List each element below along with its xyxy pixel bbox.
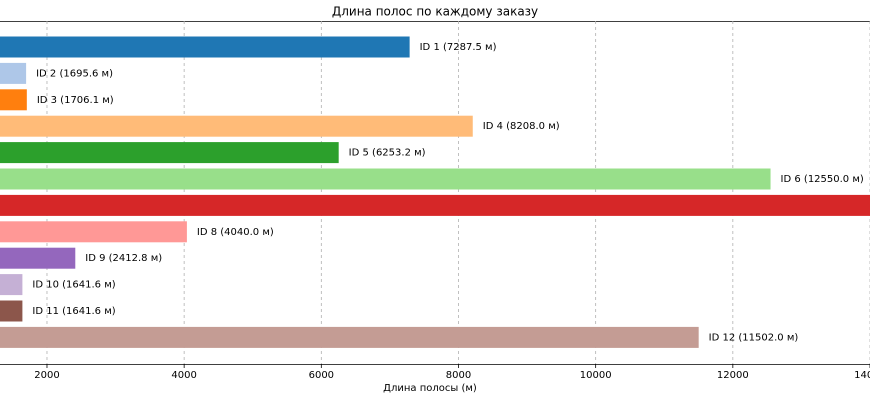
x-tick-label: 2000 bbox=[34, 370, 59, 381]
bar bbox=[0, 115, 473, 137]
bar bbox=[0, 221, 187, 243]
bar bbox=[0, 300, 23, 322]
value-label: ID 9 (2412.8 м) bbox=[85, 253, 162, 264]
bar bbox=[0, 36, 410, 58]
x-tick-label: 6000 bbox=[309, 370, 334, 381]
x-axis-label: Длина полосы (м) bbox=[383, 383, 477, 394]
bar bbox=[0, 247, 76, 269]
value-label: ID 12 (11502.0 м) bbox=[709, 332, 799, 343]
value-label: ID 10 (1641.6 м) bbox=[32, 280, 115, 291]
x-tick-label: 10000 bbox=[580, 370, 612, 381]
value-label: ID 8 (4040.0 м) bbox=[197, 227, 274, 238]
chart-title: Длина полос по каждому заказу bbox=[332, 5, 538, 19]
value-label: ID 3 (1706.1 м) bbox=[37, 95, 114, 106]
bar bbox=[0, 274, 23, 296]
bar bbox=[0, 62, 27, 84]
value-label: ID 11 (1641.6 м) bbox=[32, 306, 115, 317]
bar bbox=[0, 89, 27, 111]
bar bbox=[0, 168, 771, 190]
x-tick-label: 14000 bbox=[854, 370, 870, 381]
bar bbox=[0, 194, 870, 216]
x-tick-label: 12000 bbox=[717, 370, 749, 381]
value-label: ID 4 (8208.0 м) bbox=[483, 121, 560, 132]
value-label: ID 2 (1695.6 м) bbox=[36, 68, 113, 79]
bar bbox=[0, 326, 699, 348]
x-tick-label: 8000 bbox=[446, 370, 471, 381]
value-label: ID 5 (6253.2 м) bbox=[349, 148, 426, 159]
value-label: ID 1 (7287.5 м) bbox=[420, 42, 497, 53]
value-label: ID 6 (12550.0 м) bbox=[781, 174, 864, 185]
x-tick-label: 4000 bbox=[171, 370, 196, 381]
bar bbox=[0, 142, 339, 164]
